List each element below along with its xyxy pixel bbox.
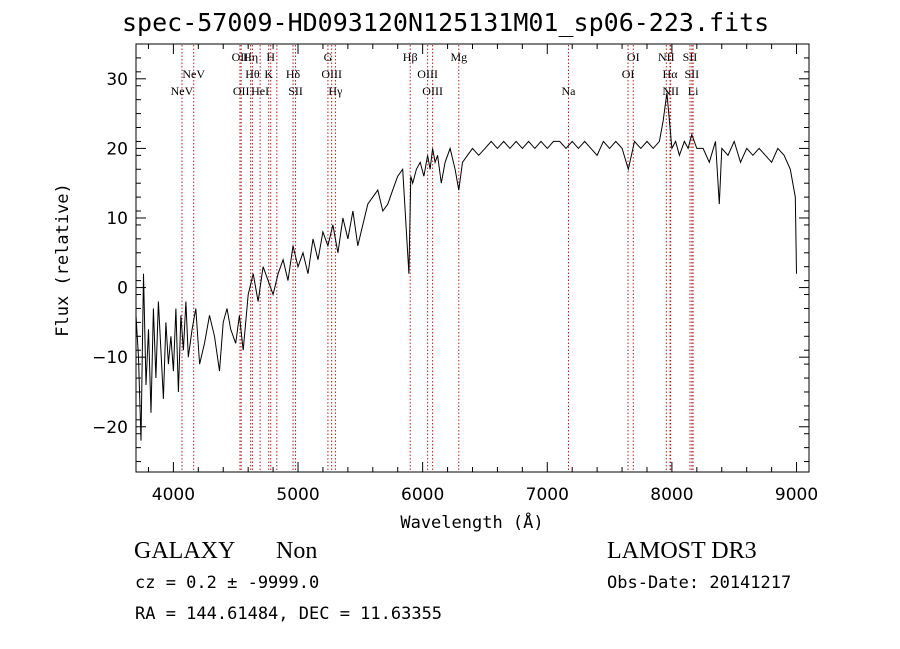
- y-tick-label: 10: [106, 209, 128, 229]
- y-tick-label: 30: [106, 70, 128, 90]
- line-marker-label: HeI: [251, 84, 269, 98]
- x-tick-label: 5000: [276, 485, 319, 505]
- line-marker-label: OIII: [321, 67, 342, 81]
- x-tick-label: 9000: [775, 485, 818, 505]
- line-marker-label: G: [324, 50, 333, 64]
- line-marker-label: NeV: [171, 84, 194, 98]
- line-marker-label: Hθ: [245, 67, 260, 81]
- x-tick-label: 7000: [526, 485, 569, 505]
- line-marker-label: SII: [288, 84, 303, 98]
- line-marker-label: Hδ: [286, 67, 301, 81]
- x-tick-label: 4000: [152, 485, 195, 505]
- line-marker-label: Mg: [450, 50, 467, 64]
- emission-line-markers: [181, 45, 694, 471]
- line-marker-label: OIII: [417, 67, 438, 81]
- spectrum-series-line: [135, 92, 797, 441]
- line-marker-label: Hγ: [328, 84, 343, 98]
- y-axis-ticks: −20 −10 0 10 20 30: [92, 43, 809, 463]
- x-axis-ticks: 4000 5000 6000 7000 8000 9000: [147, 44, 818, 505]
- line-marker-label: Hβ: [403, 50, 418, 64]
- y-axis-label: Flux (relative): [53, 183, 73, 337]
- line-marker-label: NII: [662, 84, 679, 98]
- line-marker-label: Hη: [243, 50, 258, 64]
- ra-dec: RA = 144.61484, DEC = 11.63355: [135, 604, 443, 624]
- line-marker-label: OI: [622, 67, 635, 81]
- survey-release: LAMOST DR3: [607, 538, 757, 564]
- object-subclass: Non: [276, 538, 318, 564]
- line-marker-label: OII: [232, 50, 249, 64]
- y-tick-label: −10: [92, 348, 128, 368]
- line-marker-label: SII: [685, 67, 700, 81]
- line-marker-label: Li: [688, 84, 699, 98]
- plot-frame: [135, 43, 810, 473]
- x-tick-label: 8000: [650, 485, 693, 505]
- y-tick-label: 0: [117, 279, 128, 299]
- line-marker-label: H: [266, 50, 275, 64]
- redshift-cz: cz = 0.2 ± -9999.0: [135, 573, 320, 593]
- line-marker-label: NeV: [182, 67, 205, 81]
- line-marker-label: OIII: [422, 84, 443, 98]
- x-tick-label: 6000: [401, 485, 444, 505]
- y-tick-label: −20: [92, 418, 128, 438]
- line-marker-label: OI: [627, 50, 640, 64]
- object-class: GALAXY: [134, 538, 236, 564]
- line-marker-label: Na: [561, 84, 576, 98]
- line-marker-label: K: [264, 67, 273, 81]
- x-axis-label: Wavelength (Å): [400, 511, 543, 533]
- line-marker-label: Hα: [663, 67, 679, 81]
- observation-date: Obs-Date: 20141217: [607, 573, 792, 593]
- y-tick-label: 20: [106, 139, 128, 159]
- chart-title: spec-57009-HD093120N125131M01_sp06-223.f…: [122, 8, 770, 37]
- line-marker-label: OII: [233, 84, 250, 98]
- line-marker-label: NII: [658, 50, 675, 64]
- line-marker-label: SII: [683, 50, 698, 64]
